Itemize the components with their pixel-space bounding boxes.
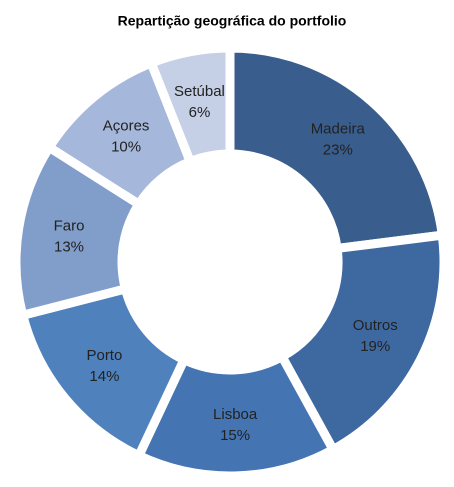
slice-label: Porto [86,347,122,364]
slice-label: Faro [54,217,85,234]
donut-slice [275,230,449,456]
slice-value-label: 19% [360,338,390,355]
slice-label: Açores [103,117,150,134]
slice-label: Setúbal [174,83,225,100]
slice-label: Lisboa [213,406,258,423]
slice-label: Madeira [311,121,366,138]
slice-value-label: 23% [323,142,353,159]
chart-title: Repartição geográfica do portfolio [118,13,347,29]
donut-slice [132,350,340,481]
slice-value-label: 15% [220,427,250,444]
slice-value-label: 13% [54,238,84,255]
slice-value-label: 14% [89,368,119,385]
slice-label: Outros [353,317,398,334]
donut-slice [145,43,235,168]
donut-slice [17,283,191,462]
slice-value-label: 10% [111,138,141,155]
donut-slice [225,43,448,254]
slice-value-label: 6% [189,104,211,121]
